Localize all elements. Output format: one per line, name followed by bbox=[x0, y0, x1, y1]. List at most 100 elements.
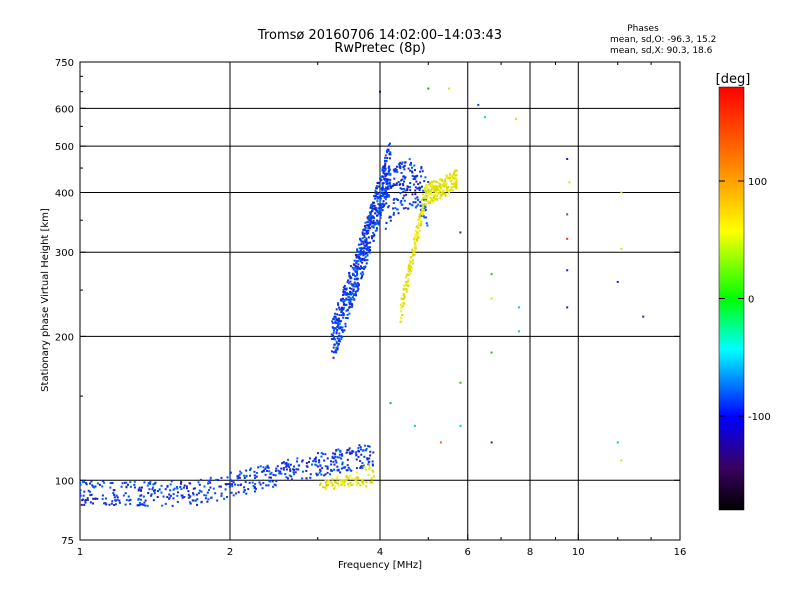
data-point bbox=[141, 503, 144, 506]
data-point bbox=[323, 459, 326, 462]
data-point bbox=[316, 452, 319, 455]
data-point bbox=[419, 224, 422, 227]
data-point bbox=[367, 246, 370, 249]
data-point bbox=[346, 317, 349, 320]
data-point bbox=[348, 274, 351, 277]
data-point bbox=[362, 483, 365, 486]
data-point bbox=[413, 236, 416, 239]
data-point bbox=[410, 266, 413, 269]
data-point bbox=[351, 449, 354, 452]
data-point bbox=[379, 191, 382, 194]
data-point bbox=[363, 259, 366, 262]
data-point bbox=[431, 187, 434, 190]
data-point bbox=[282, 461, 285, 464]
data-point bbox=[345, 298, 348, 301]
data-point bbox=[118, 501, 121, 504]
data-point bbox=[332, 331, 335, 334]
data-point bbox=[367, 473, 370, 476]
data-point bbox=[384, 175, 387, 178]
data-point bbox=[282, 468, 285, 471]
data-point bbox=[364, 449, 367, 452]
data-point bbox=[427, 190, 430, 193]
data-point bbox=[369, 249, 372, 252]
data-point bbox=[324, 486, 327, 489]
data-point bbox=[371, 476, 374, 479]
data-point bbox=[453, 182, 456, 185]
data-point bbox=[357, 482, 360, 485]
colorbar-ticks: 100 0 -100 bbox=[719, 177, 771, 423]
data-point bbox=[301, 459, 304, 462]
data-point bbox=[490, 273, 493, 276]
data-point bbox=[375, 208, 378, 211]
data-point bbox=[447, 87, 450, 90]
data-point bbox=[275, 480, 278, 483]
data-point bbox=[332, 327, 335, 330]
data-point bbox=[337, 317, 340, 320]
data-point bbox=[349, 292, 352, 295]
data-point bbox=[395, 182, 398, 185]
data-point bbox=[385, 196, 388, 199]
data-point bbox=[230, 491, 233, 494]
data-point bbox=[169, 494, 172, 497]
data-point bbox=[172, 488, 175, 491]
data-point bbox=[401, 203, 404, 206]
data-point bbox=[455, 169, 458, 172]
data-point bbox=[356, 281, 359, 284]
data-point bbox=[335, 351, 338, 354]
data-point bbox=[362, 254, 365, 257]
data-point bbox=[417, 222, 420, 225]
data-point bbox=[183, 496, 186, 499]
data-point bbox=[385, 182, 388, 185]
data-point bbox=[354, 452, 357, 455]
data-point bbox=[371, 469, 374, 472]
data-point bbox=[379, 187, 382, 190]
data-point bbox=[345, 317, 348, 320]
data-point bbox=[360, 251, 363, 254]
data-point bbox=[277, 469, 280, 472]
data-point bbox=[377, 220, 380, 223]
data-point bbox=[381, 193, 384, 196]
data-point bbox=[445, 189, 448, 192]
data-point bbox=[413, 249, 416, 252]
data-point bbox=[373, 234, 376, 237]
data-point bbox=[101, 480, 104, 483]
data-point bbox=[407, 186, 410, 189]
data-point bbox=[318, 459, 321, 462]
data-point bbox=[336, 344, 339, 347]
data-point bbox=[359, 250, 362, 253]
data-point bbox=[352, 288, 355, 291]
data-point bbox=[403, 199, 406, 202]
data-point bbox=[642, 315, 645, 318]
data-point bbox=[331, 456, 334, 459]
data-point bbox=[361, 466, 364, 469]
data-point bbox=[417, 203, 420, 206]
y-tick-label: 600 bbox=[55, 104, 74, 115]
data-point bbox=[338, 456, 341, 459]
data-point bbox=[356, 272, 359, 275]
data-point bbox=[429, 201, 432, 204]
data-point bbox=[356, 248, 359, 251]
data-point bbox=[407, 280, 410, 283]
data-point bbox=[429, 185, 432, 188]
data-point bbox=[387, 144, 390, 147]
data-point bbox=[313, 458, 316, 461]
data-point bbox=[341, 330, 344, 333]
data-point bbox=[338, 322, 341, 325]
data-point bbox=[418, 215, 421, 218]
data-point bbox=[370, 480, 373, 483]
data-point bbox=[379, 177, 382, 180]
data-point bbox=[88, 490, 91, 493]
data-point bbox=[346, 313, 349, 316]
data-point bbox=[332, 351, 335, 354]
data-point bbox=[270, 471, 273, 474]
data-point bbox=[113, 504, 116, 507]
data-point bbox=[149, 480, 152, 483]
data-point bbox=[381, 194, 384, 197]
data-point bbox=[420, 219, 423, 222]
data-point bbox=[243, 488, 246, 491]
x-tick-label: 1 bbox=[77, 547, 83, 558]
data-point bbox=[129, 481, 132, 484]
data-point bbox=[357, 284, 360, 287]
data-point bbox=[348, 305, 351, 308]
data-point bbox=[232, 494, 235, 497]
